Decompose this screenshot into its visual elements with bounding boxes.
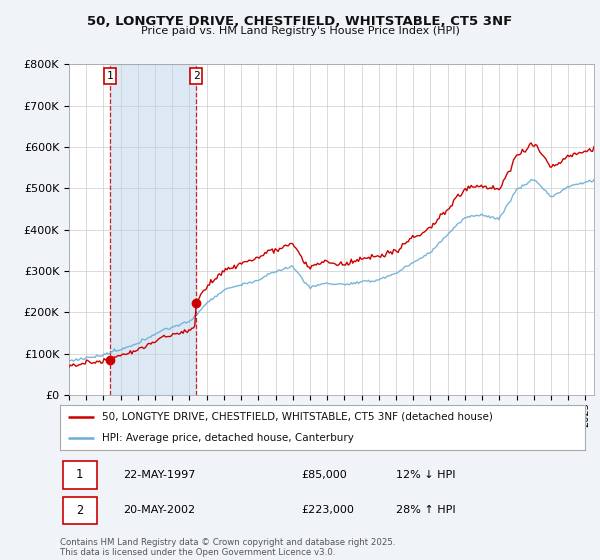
Text: £85,000: £85,000 [302,470,347,480]
Text: 1: 1 [107,71,113,81]
Text: 28% ↑ HPI: 28% ↑ HPI [396,505,455,515]
Text: Contains HM Land Registry data © Crown copyright and database right 2025.
This d: Contains HM Land Registry data © Crown c… [60,538,395,557]
Text: 2: 2 [193,71,199,81]
Text: 12% ↓ HPI: 12% ↓ HPI [396,470,455,480]
Bar [62,461,97,488]
Text: 20-MAY-2002: 20-MAY-2002 [123,505,195,515]
Text: HPI: Average price, detached house, Canterbury: HPI: Average price, detached house, Cant… [102,432,354,442]
Text: 50, LONGTYE DRIVE, CHESTFIELD, WHITSTABLE, CT5 3NF: 50, LONGTYE DRIVE, CHESTFIELD, WHITSTABL… [88,15,512,27]
Text: 50, LONGTYE DRIVE, CHESTFIELD, WHITSTABLE, CT5 3NF (detached house): 50, LONGTYE DRIVE, CHESTFIELD, WHITSTABL… [102,412,493,422]
Bar [62,497,97,524]
Text: 1: 1 [76,468,83,482]
Bar [110,64,196,395]
Text: 2: 2 [76,503,83,517]
Text: Price paid vs. HM Land Registry's House Price Index (HPI): Price paid vs. HM Land Registry's House … [140,26,460,36]
Text: £223,000: £223,000 [302,505,355,515]
Text: 22-MAY-1997: 22-MAY-1997 [123,470,196,480]
